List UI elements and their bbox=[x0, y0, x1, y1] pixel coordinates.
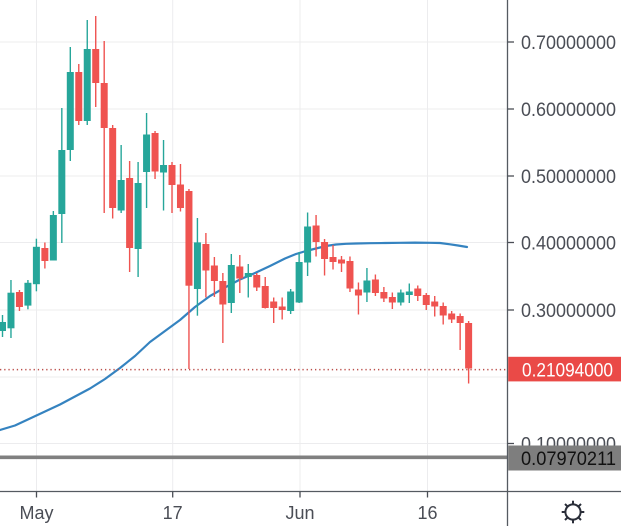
svg-text:0.70000000: 0.70000000 bbox=[521, 32, 616, 54]
svg-text:May: May bbox=[19, 503, 53, 523]
svg-text:0.50000000: 0.50000000 bbox=[521, 166, 616, 188]
svg-text:0.21094000: 0.21094000 bbox=[522, 359, 613, 381]
svg-text:0.60000000: 0.60000000 bbox=[521, 99, 616, 121]
svg-text:0.30000000: 0.30000000 bbox=[521, 300, 616, 322]
svg-text:16: 16 bbox=[417, 503, 437, 523]
svg-text:0.07970211: 0.07970211 bbox=[521, 448, 616, 470]
svg-text:0.40000000: 0.40000000 bbox=[521, 233, 616, 255]
svg-text:Jun: Jun bbox=[285, 503, 314, 523]
svg-text:17: 17 bbox=[163, 503, 183, 523]
